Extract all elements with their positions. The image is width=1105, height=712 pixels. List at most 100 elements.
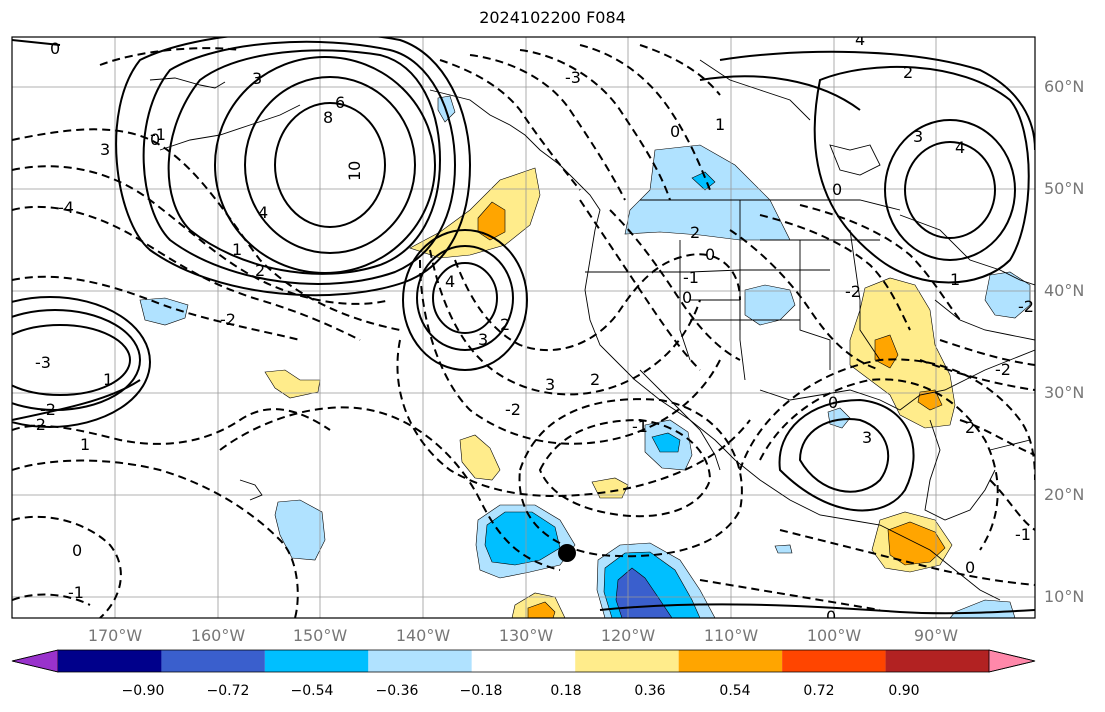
lat-label-20n: 20°N	[1044, 485, 1085, 504]
colorbar-segment	[58, 650, 162, 672]
colorbar-segment	[678, 650, 783, 672]
negative-anomaly-region	[744, 284, 796, 326]
contour-label: 1	[232, 240, 242, 259]
map-title: 2024102200 F084	[479, 8, 626, 27]
lat-label-40n: 40°N	[1044, 281, 1085, 300]
contour-label: 0	[670, 122, 680, 141]
colorbar-tick-label: 0.90	[888, 683, 920, 699]
colorbar-segment	[885, 650, 989, 672]
contour-label: 10	[345, 161, 364, 181]
contour-label: -2	[505, 400, 521, 419]
lon-label-130w: 130°W	[498, 626, 554, 645]
storm-center-marker	[558, 544, 576, 562]
colorbar-outline	[11, 649, 1036, 673]
contour-label: -3	[565, 68, 581, 87]
contour-label: -2	[1018, 297, 1034, 316]
colorbar-segment	[575, 650, 679, 672]
contour-label: 0	[150, 130, 160, 149]
negative-anomaly-region	[624, 144, 791, 241]
lat-label-50n: 50°N	[1044, 179, 1085, 198]
colorbar-segment	[161, 650, 265, 672]
colorbar-tick-label: 0.36	[634, 683, 666, 699]
colorbar-tick-label: −0.18	[459, 683, 503, 699]
contour-label: 2	[965, 418, 975, 437]
contour-label: -2	[995, 360, 1011, 379]
contour-label: 4	[855, 30, 865, 49]
contour-label: 4	[258, 203, 268, 222]
colorbar-segment	[471, 650, 576, 672]
colorbar-tick-label: 0.18	[550, 683, 582, 699]
lon-label-90w: 90°W	[913, 626, 959, 645]
lon-label-100w: 100°W	[806, 626, 862, 645]
contour-label: 0	[72, 541, 82, 560]
lon-label-140w: 140°W	[395, 626, 451, 645]
colorbar-tick-label: −0.54	[290, 683, 334, 699]
colorbar-segment	[368, 650, 472, 672]
contour-label: 3	[478, 330, 488, 349]
colorbar-extend-min	[11, 649, 59, 673]
contour-label: 2	[255, 261, 265, 280]
contour-label: -2	[220, 310, 236, 329]
positive-anomaly-region	[459, 434, 501, 481]
contour-label: 6	[335, 93, 345, 112]
lat-label-30n: 30°N	[1044, 383, 1085, 402]
negative-anomaly-region	[651, 432, 681, 453]
contour-label: -2	[40, 400, 56, 419]
colorbar-tick-label: −0.72	[206, 683, 250, 699]
negative-anomaly-region	[274, 499, 326, 561]
contour-label: 3	[862, 428, 872, 447]
contour-label: -1	[150, 125, 166, 144]
contour-label: 1	[715, 115, 725, 134]
negative-contours	[12, 44, 1035, 618]
colorbar-extend-max	[988, 649, 1036, 673]
lat-label-10n: 10°N	[1044, 587, 1085, 606]
colorbar-segment	[264, 650, 369, 672]
contour-label: 1	[80, 435, 90, 454]
colorbar-segment	[782, 650, 886, 672]
contour-label: 0	[828, 393, 838, 412]
lon-label-110w: 110°W	[703, 626, 759, 645]
lon-label-160w: 160°W	[190, 626, 246, 645]
lon-label-150w: 150°W	[292, 626, 348, 645]
contour-label: 4	[445, 272, 455, 291]
contour-label: 8	[323, 108, 333, 127]
contour-label: 0	[682, 288, 692, 307]
contour-label: 0	[826, 607, 836, 626]
contour-label: -1	[1015, 525, 1031, 544]
colorbar-tick-label: −0.36	[375, 683, 419, 699]
contour-label: -2	[30, 415, 46, 434]
positive-contours	[12, 37, 1035, 615]
colorbar-tick-label: 0.54	[719, 683, 751, 699]
contour-label: 2	[590, 370, 600, 389]
negative-anomaly-region	[984, 271, 1031, 319]
contour-label: 2	[903, 63, 913, 82]
contour-label: 2	[690, 223, 700, 242]
contour-label: -1	[683, 268, 699, 287]
negative-anomaly-region	[484, 511, 561, 566]
contour-label: -4	[58, 198, 74, 217]
contour-label: -3	[35, 353, 51, 372]
lon-label-120w: 120°W	[600, 626, 656, 645]
contour-label: 3	[913, 127, 923, 146]
colorbar-tick-label: −0.90	[121, 683, 165, 699]
contour-label: 0	[705, 245, 715, 264]
contour-label: -1	[632, 417, 648, 436]
contour-label: 1	[103, 370, 113, 389]
contour-label: 3	[100, 140, 110, 159]
positive-anomaly-region	[527, 601, 556, 618]
positive-anomaly-region	[264, 369, 321, 399]
anomaly-shading	[139, 95, 1031, 618]
colorbar-tick-label: 0.72	[803, 683, 835, 699]
colorbar	[11, 649, 1036, 673]
contour-label: -1	[68, 583, 84, 602]
contour-label: 2	[500, 315, 510, 334]
contour-label: 3	[252, 69, 262, 88]
negative-anomaly-region	[774, 544, 793, 554]
lon-label-170w: 170°W	[87, 626, 143, 645]
contour-label: 1	[950, 270, 960, 289]
contour-label: 4	[955, 138, 965, 157]
contour-label: -2	[845, 282, 861, 301]
contour-label: 3	[545, 375, 555, 394]
contour-label: 0	[832, 180, 842, 199]
